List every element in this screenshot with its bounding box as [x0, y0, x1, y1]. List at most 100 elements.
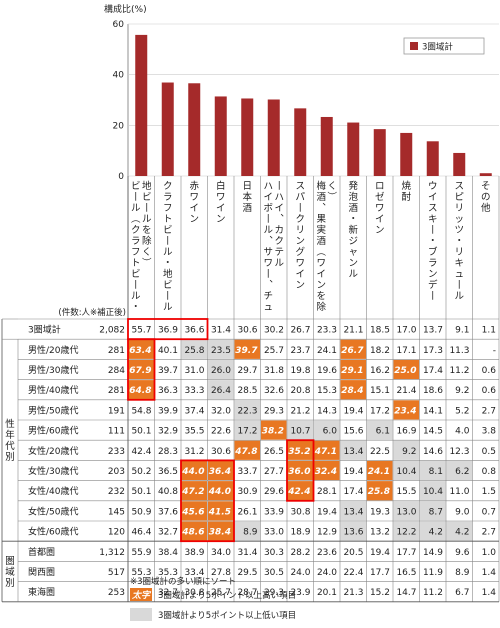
- row-label: 女性/30歳代: [28, 465, 79, 477]
- bar-1: [135, 34, 148, 176]
- bar-9: [347, 122, 360, 176]
- bar-3: [188, 83, 201, 176]
- cell-high-bg: [181, 521, 207, 541]
- cell-value: 26.4: [211, 386, 231, 396]
- cell-value: 10.4: [423, 487, 443, 497]
- cell-value: 46.4: [131, 528, 151, 538]
- cell-value: 24.0: [317, 568, 337, 578]
- cell-value: 44.0: [208, 487, 231, 497]
- row-count: 111: [108, 427, 125, 437]
- bar-12: [426, 141, 439, 176]
- cell-low-bg: [234, 400, 260, 420]
- key-low-label: 3圏域計より5ポイント以上低い項目: [158, 610, 296, 621]
- row-count: 253: [108, 588, 125, 598]
- cell-value: 14.7: [396, 588, 416, 598]
- y-tick-label: 0: [118, 172, 124, 182]
- cell-value: 27.7: [264, 467, 284, 477]
- cell-value: 23.5: [211, 346, 231, 356]
- cell-value: 19.4: [370, 548, 390, 558]
- cell-value: 17.2: [237, 427, 257, 437]
- cell-low-bg: [314, 420, 340, 440]
- highlight-female-wine-box: [180, 459, 235, 543]
- cell-high-bg: [287, 481, 313, 501]
- cell-low-bg: [234, 521, 260, 541]
- cell-value: 25.0: [394, 366, 416, 376]
- row-label: 3圏域計: [28, 324, 61, 336]
- row-count: 281: [108, 346, 125, 356]
- cell-value: 9.2: [402, 447, 416, 457]
- cell-low-bg: [208, 359, 234, 380]
- row-count: 284: [108, 366, 125, 376]
- cell-value: 27.8: [211, 568, 231, 578]
- cell-value: 12.2: [396, 528, 416, 538]
- cell-value: 6.0: [323, 427, 338, 437]
- cell-value: 67.9: [129, 366, 151, 376]
- cell-value: 29.7: [237, 366, 257, 376]
- cell-high-bg: [261, 420, 287, 440]
- cell-value: 6.2: [455, 467, 469, 477]
- bar-8: [320, 116, 333, 176]
- cell-value: 1.1: [482, 326, 496, 336]
- bar-2: [161, 82, 174, 176]
- cell-value: 26.0: [211, 366, 231, 376]
- cell-high-bg: [208, 481, 234, 501]
- row-count: 233: [108, 447, 125, 457]
- cell-value: 0.8: [482, 467, 497, 477]
- cell-value: 17.2: [370, 406, 390, 416]
- row-count: 203: [108, 467, 125, 477]
- cell-low-bg: [234, 420, 260, 440]
- cell-value: 17.4: [343, 487, 363, 497]
- cell-low-bg: [420, 521, 446, 541]
- cell-value: 32.0: [211, 406, 231, 416]
- cell-value: 17.7: [396, 548, 416, 558]
- cell-value: 11.3: [449, 346, 469, 356]
- cell-value: 29.5: [237, 568, 257, 578]
- cell-value: 33.9: [264, 507, 284, 517]
- cell-value: 16.2: [370, 366, 390, 376]
- cell-value: 30.8: [184, 588, 204, 598]
- cell-value: 19.4: [317, 507, 337, 517]
- cell-value: 17.4: [423, 366, 443, 376]
- category-label: ロゼワイン: [375, 181, 385, 236]
- cell-value: 37.4: [184, 406, 204, 416]
- cell-value: 1.4: [482, 568, 497, 578]
- row-label: 男性/40歳代: [28, 384, 79, 396]
- row-label: 女性/20歳代: [28, 445, 79, 457]
- cell-value: 35.3: [158, 568, 178, 578]
- cell-value: 6.7: [455, 588, 469, 598]
- cell-value: 8.1: [429, 467, 443, 477]
- cell-value: 37.6: [158, 507, 178, 517]
- cell-value: 28.1: [317, 487, 337, 497]
- key-low-swatch: [130, 608, 152, 621]
- cell-high-bg: [208, 460, 234, 481]
- cell-value: 47.2: [181, 487, 204, 497]
- cell-low-bg: [181, 339, 207, 359]
- cell-value: 40.8: [158, 487, 178, 497]
- cell-value: 26.5: [264, 447, 284, 457]
- cell-value: 23.9: [290, 588, 310, 598]
- cell-value: 25.8: [368, 487, 390, 497]
- cell-value: 30.9: [237, 487, 257, 497]
- category-label: ビ丨ル︵クラフトビ丨ル・地ビ丨ルを除く︶: [131, 180, 152, 313]
- cell-value: 18.9: [290, 528, 310, 538]
- cell-high-bg: [234, 339, 260, 359]
- cell-value: 36.0: [288, 467, 310, 477]
- key-high-text: 太字: [131, 590, 152, 601]
- cell-high-bg: [393, 400, 419, 420]
- cell-value: 32.4: [315, 467, 337, 477]
- cell-value: 31.8: [264, 366, 284, 376]
- cell-value: 32.9: [158, 427, 178, 437]
- cell-value: 29.3: [264, 588, 284, 598]
- group-label-region: 圏域別: [5, 556, 15, 589]
- cell-value: 15.3: [317, 386, 337, 396]
- category-label: クラフトビ丨ル・地ビ丨ル: [163, 181, 173, 313]
- cell-value: 2.7: [482, 406, 496, 416]
- cell-value: 36.6: [184, 326, 204, 336]
- row-count: 2,082: [99, 326, 125, 336]
- cell-value: 18.2: [370, 346, 390, 356]
- row-label: 男性/60歳代: [28, 425, 79, 437]
- cell-value: 32.7: [158, 528, 178, 538]
- cell-value: 6.1: [376, 427, 390, 437]
- row-label: 東海圏: [28, 586, 55, 598]
- bar-13: [453, 152, 466, 176]
